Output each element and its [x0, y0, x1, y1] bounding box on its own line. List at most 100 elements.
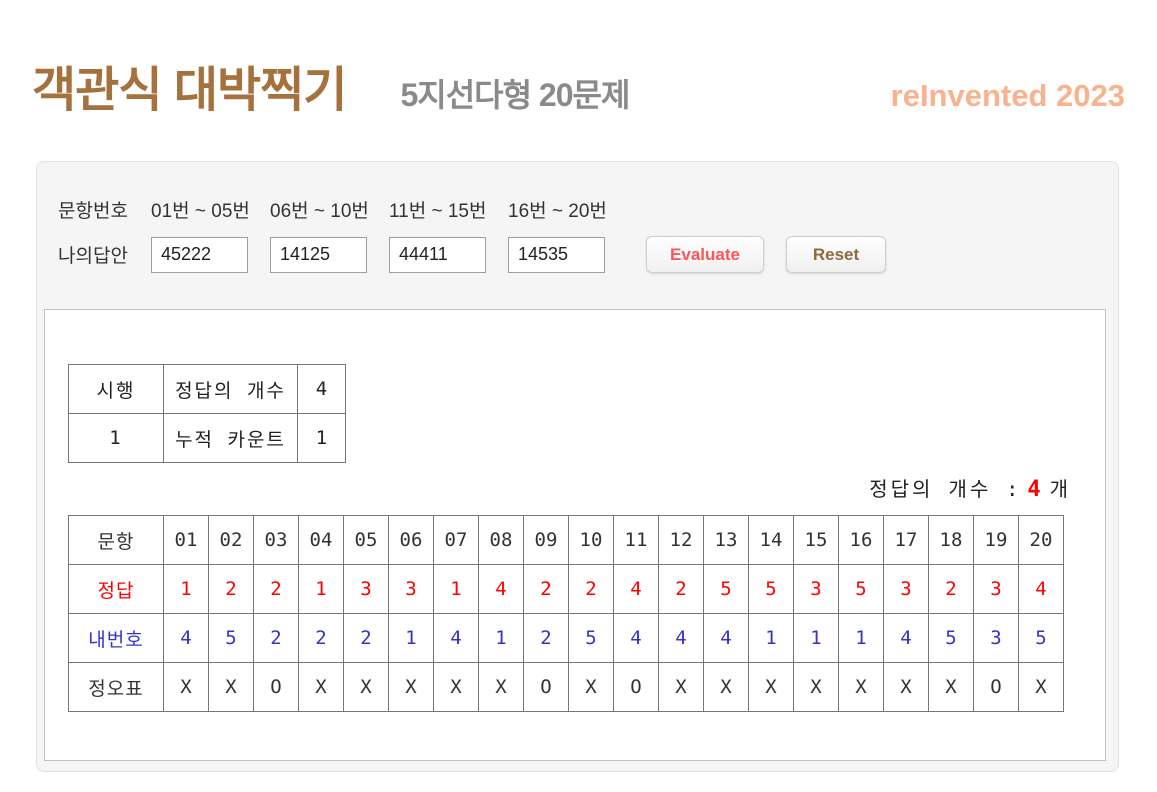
table-cell: 10	[568, 515, 614, 565]
table-cell: 1	[748, 613, 794, 663]
answer-row-label: 나의답안	[58, 246, 128, 267]
table-cell: 5	[208, 613, 254, 663]
table-cell: X	[793, 662, 839, 712]
row-header: 내번호	[68, 613, 164, 663]
table-cell: 06	[388, 515, 434, 565]
table-cell: 4	[163, 613, 209, 663]
stats-cell: 정답의 개수	[163, 364, 298, 414]
table-cell: 4	[478, 564, 524, 614]
stats-cell: 1	[68, 413, 164, 463]
score-unit: 개	[1049, 477, 1071, 501]
table-cell: 2	[298, 613, 344, 663]
table-cell: O	[973, 662, 1019, 712]
table-cell: 19	[973, 515, 1019, 565]
table-cell: 1	[388, 613, 434, 663]
table-cell: 14	[748, 515, 794, 565]
table-cell: O	[253, 662, 299, 712]
table-cell: 15	[793, 515, 839, 565]
table-cell: 11	[613, 515, 659, 565]
table-cell: 1	[163, 564, 209, 614]
evaluate-button[interactable]: Evaluate	[646, 236, 764, 273]
table-cell: 17	[883, 515, 929, 565]
table-cell: 07	[433, 515, 479, 565]
table-cell: X	[568, 662, 614, 712]
table-cell: X	[703, 662, 749, 712]
question-range-row: 문항번호 01번 ~ 05번 06번 ~ 10번 11번 ~ 15번 16번 ~…	[58, 162, 1118, 223]
stats-cell: 시행	[68, 364, 164, 414]
range-label-3: 11번 ~ 15번	[389, 201, 487, 222]
table-cell: 3	[973, 564, 1019, 614]
table-cell: 4	[433, 613, 479, 663]
table-row: 정답 1 2 2 1 3 3 1 4 2 2 4 2 5 5 3 5 3 2 3 4	[68, 564, 1064, 614]
table-row: 시행 정답의 개수 4	[68, 364, 346, 414]
row-header: 문항	[68, 515, 164, 565]
table-cell: 5	[568, 613, 614, 663]
table-cell: 12	[658, 515, 704, 565]
table-cell: 2	[658, 564, 704, 614]
table-cell: 2	[208, 564, 254, 614]
row-header: 정오표	[68, 662, 164, 712]
results-table: 문항 01 02 03 04 05 06 07 08 09 10 11 12 13 14 15 16 17 18 19…	[68, 515, 1064, 712]
table-cell: 3	[883, 564, 929, 614]
table-cell: 5	[1018, 613, 1064, 663]
table-cell: 2	[343, 613, 389, 663]
table-cell: 3	[388, 564, 434, 614]
table-cell: 4	[1018, 564, 1064, 614]
answer-input-4[interactable]	[508, 236, 605, 273]
table-cell: 09	[523, 515, 569, 565]
table-cell: 1	[298, 564, 344, 614]
table-cell: 13	[703, 515, 749, 565]
table-cell: 1	[793, 613, 839, 663]
page-subtitle: 5지선다형 20문제	[400, 77, 630, 113]
page-title: 객관식 대박찍기	[32, 64, 347, 117]
table-cell: 2	[928, 564, 974, 614]
table-row: 정오표 X X O X X X X X O X O X X X X X X X O X	[68, 662, 1064, 712]
table-cell: 3	[343, 564, 389, 614]
table-cell: 3	[973, 613, 1019, 663]
table-cell: 2	[568, 564, 614, 614]
table-cell: X	[163, 662, 209, 712]
table-cell: 18	[928, 515, 974, 565]
stats-cell: 4	[297, 364, 346, 414]
answer-input-3[interactable]	[389, 236, 486, 273]
stats-table: 시행 정답의 개수 4 1 누적 카운트 1	[68, 364, 346, 463]
table-row: 1 누적 카운트 1	[68, 413, 346, 463]
table-cell: 08	[478, 515, 524, 565]
table-cell: 03	[253, 515, 299, 565]
page-header: 객관식 대박찍기 5지선다형 20문제 reInvented 2023	[0, 0, 1157, 120]
my-answers-row: 나의답안 Evaluate Reset	[58, 236, 1118, 273]
table-cell: 01	[163, 515, 209, 565]
table-cell: 1	[478, 613, 524, 663]
table-cell: 2	[253, 564, 299, 614]
table-cell: X	[748, 662, 794, 712]
table-cell: 4	[613, 564, 659, 614]
table-cell: X	[883, 662, 929, 712]
table-cell: 3	[793, 564, 839, 614]
table-cell: 4	[883, 613, 929, 663]
table-cell: 2	[523, 613, 569, 663]
score-label: 정답의 개수 :	[869, 477, 1022, 501]
reset-button[interactable]: Reset	[786, 236, 886, 273]
table-cell: X	[1018, 662, 1064, 712]
table-cell: X	[658, 662, 704, 712]
table-cell: 4	[703, 613, 749, 663]
answer-form-panel: 문항번호 01번 ~ 05번 06번 ~ 10번 11번 ~ 15번 16번 ~…	[36, 161, 1119, 772]
table-cell: 5	[703, 564, 749, 614]
answer-input-2[interactable]	[270, 236, 367, 273]
table-cell: 5	[838, 564, 884, 614]
table-cell: X	[343, 662, 389, 712]
table-cell: X	[928, 662, 974, 712]
table-cell: X	[478, 662, 524, 712]
table-cell: 04	[298, 515, 344, 565]
answer-input-1[interactable]	[151, 236, 248, 273]
table-cell: 05	[343, 515, 389, 565]
table-cell: X	[208, 662, 254, 712]
table-cell: X	[298, 662, 344, 712]
range-label-1: 01번 ~ 05번	[151, 201, 250, 222]
table-cell: 4	[658, 613, 704, 663]
table-cell: 2	[253, 613, 299, 663]
table-cell: 2	[523, 564, 569, 614]
table-cell: X	[388, 662, 434, 712]
